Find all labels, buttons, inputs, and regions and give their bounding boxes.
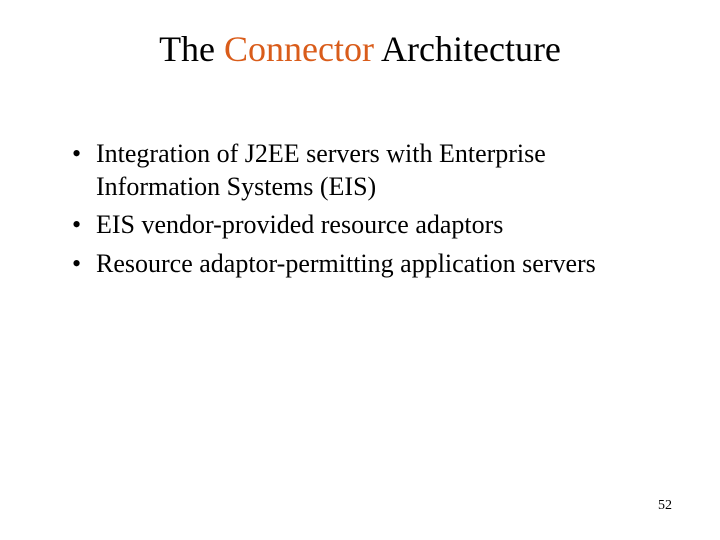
- slide: The Connector Architecture Integration o…: [0, 0, 720, 540]
- bullet-item: EIS vendor-provided resource adaptors: [72, 209, 648, 242]
- title-word-1: The: [159, 29, 215, 69]
- bullet-list: Integration of J2EE servers with Enterpr…: [72, 138, 648, 286]
- title-word-3: Architecture: [381, 29, 561, 69]
- bullet-item: Resource adaptor-permitting application …: [72, 248, 648, 281]
- title-word-2: Connector: [224, 29, 374, 69]
- page-number: 52: [658, 498, 672, 514]
- slide-title: The Connector Architecture: [0, 28, 720, 70]
- bullet-item: Integration of J2EE servers with Enterpr…: [72, 138, 648, 203]
